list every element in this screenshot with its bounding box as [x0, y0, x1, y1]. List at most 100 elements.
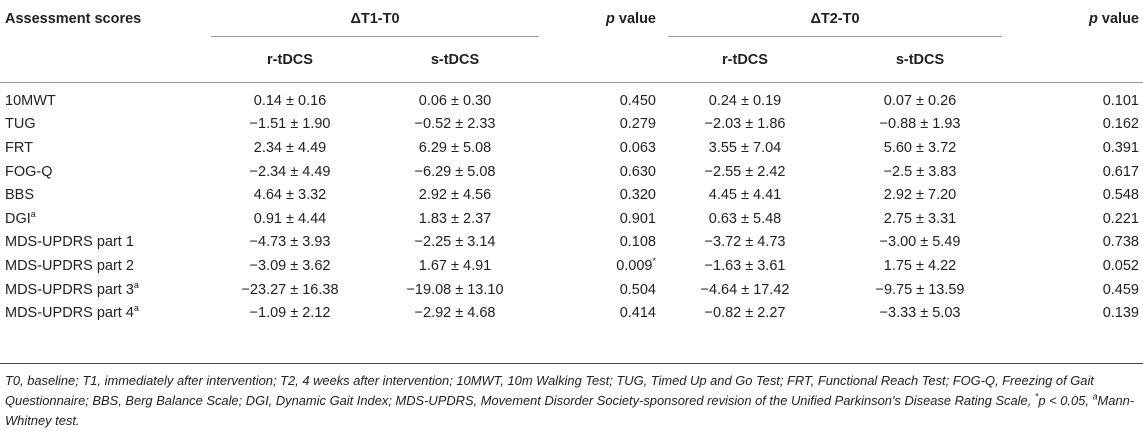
cell-t2-r-tdcs-text: −4.64 ± 17.42 — [700, 281, 790, 298]
cell-t1-r-tdcs: 0.91 ± 4.44 — [210, 207, 370, 231]
table-row: FRT 2.34 ± 4.49 6.29 ± 5.08 0.063 3.55 ± 7.0… — [0, 136, 1143, 160]
cell-t1-r-tdcs-text: 2.34 ± 4.49 — [253, 139, 327, 156]
cell-p-value-1: 0.279 — [540, 113, 660, 137]
cell-t1-s-tdcs: −6.29 ± 5.08 — [370, 160, 540, 184]
cell-p-value-1-text: 0.063 — [619, 139, 656, 156]
cell-assessment: BBS — [0, 183, 210, 207]
cell-p-value-1-text: 0.414 — [619, 305, 656, 322]
cell-t1-s-tdcs-text: 1.67 ± 4.91 — [418, 257, 492, 274]
cell-t1-s-tdcs: 1.83 ± 2.37 — [370, 207, 540, 231]
cell-p-value-1-superscript: * — [652, 256, 656, 267]
cell-t2-s-tdcs-text: −3.33 ± 5.03 — [879, 305, 961, 322]
cell-t2-s-tdcs: −0.88 ± 1.93 — [830, 113, 1010, 137]
cell-t1-r-tdcs-text: −2.34 ± 4.49 — [249, 163, 331, 180]
cell-assessment: FOG-Q — [0, 160, 210, 184]
cell-t2-r-tdcs: −3.72 ± 4.73 — [660, 231, 830, 255]
cell-t2-s-tdcs-text: −0.88 ± 1.93 — [879, 116, 961, 133]
cell-t2-s-tdcs: 2.75 ± 3.31 — [830, 207, 1010, 231]
cell-t2-s-tdcs: 2.92 ± 7.20 — [830, 183, 1010, 207]
cell-t2-r-tdcs: 0.24 ± 0.19 — [660, 83, 830, 113]
cell-t1-r-tdcs-text: −3.09 ± 3.62 — [249, 257, 331, 274]
cell-assessment-text: 10MWT — [5, 92, 56, 109]
cell-t2-r-tdcs-text: 0.63 ± 5.48 — [708, 210, 782, 227]
cell-t1-s-tdcs: 1.67 ± 4.91 — [370, 254, 540, 278]
cell-t1-r-tdcs-text: 0.91 ± 4.44 — [253, 210, 327, 227]
cell-p-value-2-text: 0.162 — [1102, 116, 1139, 133]
cell-t1-s-tdcs: 2.92 ± 4.56 — [370, 183, 540, 207]
header-group-t1: ΔT1-T0 — [210, 0, 540, 38]
table-body: 10MWT 0.14 ± 0.16 0.06 ± 0.30 0.450 0.24 ± 0… — [0, 83, 1143, 325]
cell-t2-s-tdcs-text: 0.07 ± 0.26 — [883, 92, 957, 109]
cell-p-value-1-text: 0.320 — [619, 187, 656, 204]
cell-t2-r-tdcs: 3.55 ± 7.04 — [660, 136, 830, 160]
cell-t1-r-tdcs: −23.27 ± 16.38 — [210, 278, 370, 302]
cell-p-value-1: 0.320 — [540, 183, 660, 207]
cell-assessment-text: MDS-UPDRS part 3 — [5, 281, 134, 298]
cell-p-value-2-text: 0.101 — [1102, 92, 1139, 109]
cell-t1-r-tdcs-text: 4.64 ± 3.32 — [253, 187, 327, 204]
cell-p-value-2: 0.101 — [1010, 83, 1143, 113]
cell-assessment: TUG — [0, 113, 210, 137]
table-row: MDS-UPDRS part 2 −3.09 ± 3.62 1.67 ± 4.91 0… — [0, 254, 1143, 278]
cell-p-value-1: 0.414 — [540, 301, 660, 325]
cell-t2-r-tdcs: −1.63 ± 3.61 — [660, 254, 830, 278]
cell-p-value-2: 0.459 — [1010, 278, 1143, 302]
header-empty-3 — [1010, 38, 1143, 83]
footnote-a-sup: a — [1092, 391, 1098, 402]
header-t2-s-tdcs: s-tDCS — [830, 38, 1010, 83]
cell-t1-s-tdcs-text: 6.29 ± 5.08 — [418, 139, 492, 156]
cell-t2-s-tdcs: 1.75 ± 4.22 — [830, 254, 1010, 278]
cell-p-value-1-text: 0.901 — [619, 210, 656, 227]
cell-t2-s-tdcs: 0.07 ± 0.26 — [830, 83, 1010, 113]
cell-t2-r-tdcs-text: 3.55 ± 7.04 — [708, 139, 782, 156]
cell-assessment: MDS-UPDRS part 4a — [0, 301, 210, 325]
cell-assessment-text: MDS-UPDRS part 4 — [5, 305, 134, 322]
table-row: MDS-UPDRS part 3a −23.27 ± 16.38 −19.08 ± … — [0, 278, 1143, 302]
assessment-table: Assessment scores ΔT1-T0 p value ΔT2-T0 … — [0, 0, 1143, 325]
cell-t2-r-tdcs: −2.03 ± 1.86 — [660, 113, 830, 137]
table-row: 10MWT 0.14 ± 0.16 0.06 ± 0.30 0.450 0.24 ± 0… — [0, 83, 1143, 113]
cell-t2-r-tdcs: −4.64 ± 17.42 — [660, 278, 830, 302]
cell-assessment-superscript: a — [133, 279, 139, 290]
cell-p-value-2: 0.548 — [1010, 183, 1143, 207]
cell-p-value-1-text: 0.108 — [619, 234, 656, 251]
footnote-mann-whitney: Mann-Whitney test. — [5, 393, 1135, 428]
header-pvalue-1: p value — [606, 11, 656, 27]
cell-p-value-2-text: 0.548 — [1102, 187, 1139, 204]
cell-t1-s-tdcs: −19.08 ± 13.10 — [370, 278, 540, 302]
table-row: MDS-UPDRS part 4a −1.09 ± 2.12 −2.92 ± 4.6… — [0, 301, 1143, 325]
table-row: BBS 4.64 ± 3.32 2.92 ± 4.56 0.320 4.45 ± 4.4… — [0, 183, 1143, 207]
cell-assessment-text: FOG-Q — [5, 163, 53, 180]
cell-t2-s-tdcs: −2.5 ± 3.83 — [830, 160, 1010, 184]
cell-t1-r-tdcs: −4.73 ± 3.93 — [210, 231, 370, 255]
header-t2-r-tdcs: r-tDCS — [660, 38, 830, 83]
cell-t2-s-tdcs: −3.00 ± 5.49 — [830, 231, 1010, 255]
cell-t1-r-tdcs: 4.64 ± 3.32 — [210, 183, 370, 207]
cell-t1-r-tdcs-text: 0.14 ± 0.16 — [253, 92, 327, 109]
cell-p-value-1: 0.504 — [540, 278, 660, 302]
cell-assessment-text: BBS — [5, 187, 35, 204]
cell-t2-r-tdcs: 0.63 ± 5.48 — [660, 207, 830, 231]
cell-t1-s-tdcs: 6.29 ± 5.08 — [370, 136, 540, 160]
cell-t1-s-tdcs-text: 2.92 ± 4.56 — [418, 187, 492, 204]
cell-assessment: DGIa — [0, 207, 210, 231]
cell-p-value-2-text: 0.459 — [1102, 281, 1139, 298]
cell-p-value-1: 0.630 — [540, 160, 660, 184]
cell-assessment: FRT — [0, 136, 210, 160]
cell-t2-r-tdcs-text: −2.55 ± 2.42 — [704, 163, 786, 180]
cell-t2-r-tdcs: −2.55 ± 2.42 — [660, 160, 830, 184]
cell-t1-s-tdcs-text: −19.08 ± 13.10 — [406, 281, 504, 298]
cell-p-value-1: 0.063 — [540, 136, 660, 160]
header-empty-2 — [540, 38, 660, 83]
cell-p-value-2-text: 0.052 — [1102, 257, 1139, 274]
header-t1-s-tdcs: s-tDCS — [370, 38, 540, 83]
footnote-main: T0, baseline; T1, immediately after inte… — [5, 373, 1094, 408]
cell-p-value-2: 0.162 — [1010, 113, 1143, 137]
cell-t1-r-tdcs: 0.14 ± 0.16 — [210, 83, 370, 113]
cell-t2-r-tdcs: 4.45 ± 4.41 — [660, 183, 830, 207]
cell-t2-s-tdcs-text: 2.75 ± 3.31 — [883, 210, 957, 227]
cell-p-value-2: 0.139 — [1010, 301, 1143, 325]
table-row: FOG-Q −2.34 ± 4.49 −6.29 ± 5.08 0.630 −2.55 … — [0, 160, 1143, 184]
header-group-t2: ΔT2-T0 — [660, 0, 1010, 38]
cell-p-value-1-text: 0.009 — [616, 257, 653, 274]
